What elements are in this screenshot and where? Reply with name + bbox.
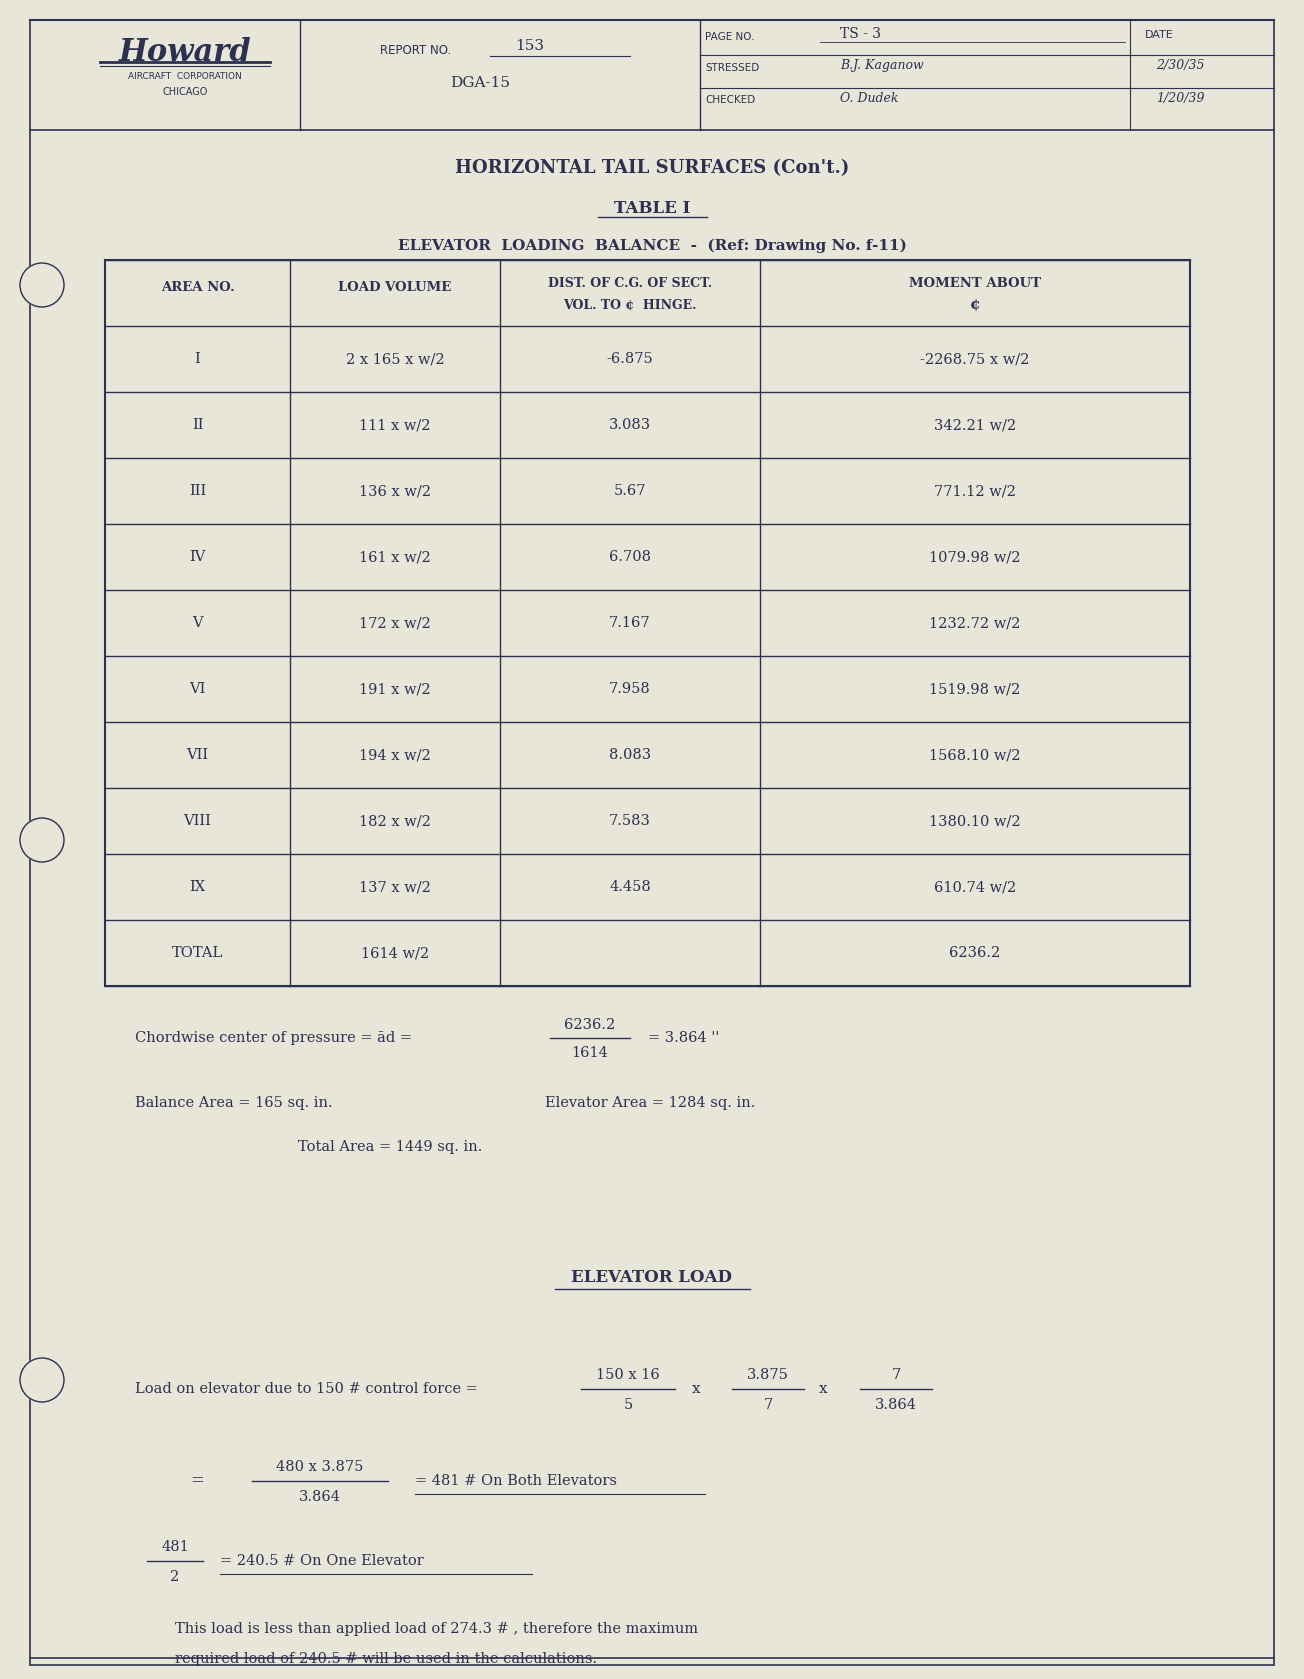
Text: 7: 7 bbox=[763, 1399, 773, 1412]
Circle shape bbox=[20, 264, 64, 307]
Text: 161 x w/2: 161 x w/2 bbox=[359, 551, 430, 564]
Text: This load is less than applied load of 274.3 # , therefore the maximum: This load is less than applied load of 2… bbox=[175, 1622, 698, 1635]
Text: 1/20/39: 1/20/39 bbox=[1155, 91, 1205, 104]
Text: MOMENT ABOUT: MOMENT ABOUT bbox=[909, 277, 1041, 289]
Text: 481: 481 bbox=[162, 1540, 189, 1555]
Text: V: V bbox=[192, 616, 203, 630]
Text: VII: VII bbox=[186, 749, 209, 762]
Text: II: II bbox=[192, 418, 203, 432]
Text: = 3.864 '': = 3.864 '' bbox=[648, 1031, 720, 1044]
Text: 342.21 w/2: 342.21 w/2 bbox=[934, 418, 1016, 432]
Text: Balance Area = 165 sq. in.: Balance Area = 165 sq. in. bbox=[136, 1096, 333, 1110]
Text: x: x bbox=[819, 1382, 827, 1395]
Text: VIII: VIII bbox=[184, 814, 211, 828]
Text: ELEVATOR  LOADING  BALANCE  -  (Ref: Drawing No. f-11): ELEVATOR LOADING BALANCE - (Ref: Drawing… bbox=[398, 238, 906, 254]
Text: 2/30/35: 2/30/35 bbox=[1155, 59, 1205, 72]
Text: 111 x w/2: 111 x w/2 bbox=[359, 418, 430, 432]
Text: 153: 153 bbox=[515, 39, 545, 54]
Text: 3.083: 3.083 bbox=[609, 418, 651, 432]
Text: 3.875: 3.875 bbox=[747, 1368, 789, 1382]
Text: ELEVATOR LOAD: ELEVATOR LOAD bbox=[571, 1269, 733, 1286]
Text: B.J. Kaganow: B.J. Kaganow bbox=[840, 59, 923, 72]
Text: = 481 # On Both Elevators: = 481 # On Both Elevators bbox=[415, 1474, 617, 1488]
Text: TOTAL: TOTAL bbox=[172, 945, 223, 960]
Text: Load on elevator due to 150 # control force =: Load on elevator due to 150 # control fo… bbox=[136, 1382, 482, 1395]
Text: 4.458: 4.458 bbox=[609, 880, 651, 893]
Text: CHECKED: CHECKED bbox=[705, 96, 755, 106]
Text: IV: IV bbox=[189, 551, 206, 564]
Text: 1079.98 w/2: 1079.98 w/2 bbox=[930, 551, 1021, 564]
Text: 6236.2: 6236.2 bbox=[949, 945, 1000, 960]
Bar bbox=[106, 260, 1191, 986]
Text: 2 x 165 x w/2: 2 x 165 x w/2 bbox=[346, 353, 445, 366]
Text: 194 x w/2: 194 x w/2 bbox=[359, 749, 430, 762]
Text: 136 x w/2: 136 x w/2 bbox=[359, 484, 432, 499]
Text: 2: 2 bbox=[171, 1570, 180, 1583]
Text: 5: 5 bbox=[623, 1399, 632, 1412]
Text: I: I bbox=[194, 353, 201, 366]
Text: 150 x 16: 150 x 16 bbox=[596, 1368, 660, 1382]
Text: 191 x w/2: 191 x w/2 bbox=[359, 682, 430, 697]
Text: REPORT NO.: REPORT NO. bbox=[379, 44, 451, 57]
Text: III: III bbox=[189, 484, 206, 499]
Text: 1380.10 w/2: 1380.10 w/2 bbox=[930, 814, 1021, 828]
Text: 137 x w/2: 137 x w/2 bbox=[359, 880, 430, 893]
Text: x: x bbox=[691, 1382, 700, 1395]
Text: 172 x w/2: 172 x w/2 bbox=[359, 616, 430, 630]
Text: 8.083: 8.083 bbox=[609, 749, 651, 762]
Text: VI: VI bbox=[189, 682, 206, 697]
Text: 3.864: 3.864 bbox=[299, 1489, 342, 1504]
Text: 7.958: 7.958 bbox=[609, 682, 651, 697]
Text: DATE: DATE bbox=[1145, 30, 1174, 40]
Circle shape bbox=[20, 818, 64, 861]
Text: TS - 3: TS - 3 bbox=[840, 27, 882, 40]
Text: 7.583: 7.583 bbox=[609, 814, 651, 828]
Text: = 240.5 # On One Elevator: = 240.5 # On One Elevator bbox=[220, 1555, 424, 1568]
Circle shape bbox=[20, 1358, 64, 1402]
Text: O. Dudek: O. Dudek bbox=[840, 91, 898, 104]
Text: -6.875: -6.875 bbox=[606, 353, 653, 366]
Text: required load of 240.5 # will be used in the calculations.: required load of 240.5 # will be used in… bbox=[175, 1652, 597, 1666]
Text: Chordwise center of pressure = ād =: Chordwise center of pressure = ād = bbox=[136, 1031, 416, 1044]
Text: CHICAGO: CHICAGO bbox=[162, 87, 207, 97]
Text: 1614: 1614 bbox=[571, 1046, 609, 1059]
Text: 1519.98 w/2: 1519.98 w/2 bbox=[930, 682, 1021, 697]
Text: DIST. OF C.G. OF SECT.: DIST. OF C.G. OF SECT. bbox=[548, 277, 712, 289]
Text: 1568.10 w/2: 1568.10 w/2 bbox=[930, 749, 1021, 762]
Text: 182 x w/2: 182 x w/2 bbox=[359, 814, 430, 828]
Text: IX: IX bbox=[189, 880, 206, 893]
Text: DGA-15: DGA-15 bbox=[450, 76, 510, 91]
Text: 3.864: 3.864 bbox=[875, 1399, 917, 1412]
Text: AIRCRAFT  CORPORATION: AIRCRAFT CORPORATION bbox=[128, 72, 241, 81]
Text: 7: 7 bbox=[892, 1368, 901, 1382]
Text: Howard: Howard bbox=[119, 37, 252, 67]
Text: =: = bbox=[190, 1472, 203, 1489]
Text: TABLE I: TABLE I bbox=[614, 200, 690, 217]
Text: -2268.75 x w/2: -2268.75 x w/2 bbox=[921, 353, 1030, 366]
Text: 1232.72 w/2: 1232.72 w/2 bbox=[930, 616, 1021, 630]
Text: ¢: ¢ bbox=[970, 297, 981, 312]
Text: 1614 w/2: 1614 w/2 bbox=[361, 945, 429, 960]
Text: Total Area = 1449 sq. in.: Total Area = 1449 sq. in. bbox=[297, 1140, 482, 1153]
Text: 480 x 3.875: 480 x 3.875 bbox=[276, 1461, 364, 1474]
Text: Elevator Area = 1284 sq. in.: Elevator Area = 1284 sq. in. bbox=[545, 1096, 755, 1110]
Text: 5.67: 5.67 bbox=[614, 484, 647, 499]
Text: 7.167: 7.167 bbox=[609, 616, 651, 630]
Text: 771.12 w/2: 771.12 w/2 bbox=[934, 484, 1016, 499]
Text: HORIZONTAL TAIL SURFACES (Con't.): HORIZONTAL TAIL SURFACES (Con't.) bbox=[455, 160, 849, 176]
Text: LOAD VOLUME: LOAD VOLUME bbox=[338, 280, 451, 294]
Text: 610.74 w/2: 610.74 w/2 bbox=[934, 880, 1016, 893]
Text: PAGE NO.: PAGE NO. bbox=[705, 32, 755, 42]
Text: STRESSED: STRESSED bbox=[705, 64, 759, 72]
Text: VOL. TO ¢  HINGE.: VOL. TO ¢ HINGE. bbox=[563, 299, 696, 312]
Text: 6236.2: 6236.2 bbox=[565, 1017, 615, 1033]
Text: 6.708: 6.708 bbox=[609, 551, 651, 564]
Text: AREA NO.: AREA NO. bbox=[160, 280, 235, 294]
